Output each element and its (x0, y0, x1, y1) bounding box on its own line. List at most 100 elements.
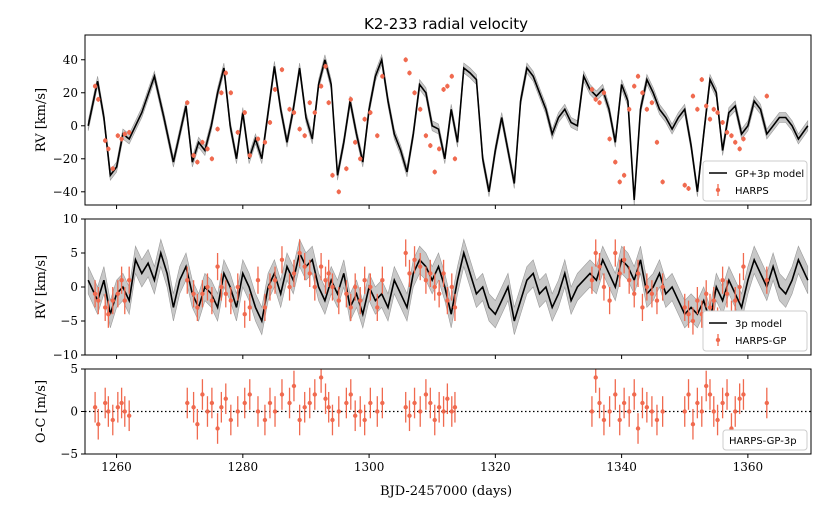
y-tick-label: 0 (70, 405, 78, 419)
data-point (695, 400, 700, 406)
panel-2: −10 −5 0 5 10 RV [km/s] 3p model HARPS-GP (34, 212, 812, 362)
data-point (617, 417, 622, 423)
data-point (103, 305, 108, 310)
data-point (312, 392, 317, 397)
data-point (711, 298, 716, 303)
data-point (640, 400, 645, 406)
data-point (323, 396, 328, 401)
data-point (279, 257, 285, 262)
data-point (724, 392, 730, 397)
data-point (348, 392, 353, 397)
data-point (235, 409, 240, 414)
data-point (626, 409, 632, 414)
data-point (262, 140, 268, 145)
data-point (348, 305, 353, 310)
data-point (593, 250, 598, 256)
data-point (106, 146, 111, 152)
data-point (380, 278, 385, 283)
data-point (195, 305, 200, 310)
data-point (267, 284, 273, 290)
data-point (593, 375, 598, 380)
data-point (640, 90, 645, 95)
data-point (312, 284, 317, 290)
data-point (362, 116, 367, 122)
data-point (126, 413, 132, 418)
y-tick-label: −10 (53, 348, 78, 362)
data-point (764, 400, 770, 406)
data-point (119, 136, 124, 142)
data-point (115, 405, 121, 410)
data-point (441, 409, 446, 414)
data-point (593, 97, 598, 102)
data-point (449, 74, 454, 79)
data-point (323, 64, 328, 69)
data-point (613, 250, 618, 256)
data-point (279, 67, 285, 72)
data-point (272, 278, 278, 283)
data-point (247, 153, 252, 158)
data-point (267, 120, 273, 125)
x-tick-label: 1280 (228, 460, 259, 474)
data-point (452, 405, 458, 410)
data-point (122, 409, 127, 414)
data-point (428, 271, 433, 276)
y-tick-label: −20 (53, 152, 78, 166)
data-point (110, 417, 115, 423)
panel-2-plot-area (87, 238, 809, 336)
data-point (318, 264, 324, 269)
data-point (228, 90, 234, 95)
data-point (223, 291, 228, 296)
data-point (209, 156, 215, 161)
data-point (126, 130, 132, 135)
data-point (423, 133, 429, 138)
data-point (597, 400, 602, 406)
data-point (640, 305, 645, 310)
data-point (597, 264, 602, 269)
data-point (428, 400, 433, 406)
data-point (715, 417, 720, 423)
data-point (589, 87, 595, 92)
data-point (336, 189, 341, 194)
legend-box (702, 310, 808, 352)
data-point (445, 396, 450, 401)
legend: GP+3p model HARPS (702, 160, 808, 202)
data-point (621, 257, 627, 262)
data-point (291, 110, 297, 115)
data-point (110, 166, 115, 171)
data-point (92, 405, 98, 410)
x-axis-label: BJD-2457000 (days) (380, 484, 512, 499)
data-point (654, 417, 660, 423)
data-point (699, 77, 704, 82)
data-point (707, 392, 713, 397)
data-point (423, 278, 429, 283)
data-point (607, 409, 612, 414)
data-point (407, 413, 412, 418)
legend: 3p model HARPS-GP (702, 310, 808, 352)
data-point (660, 284, 665, 290)
data-point (407, 271, 412, 276)
legend-box (722, 429, 808, 451)
data-point (185, 278, 190, 283)
data-point (449, 409, 454, 414)
data-point (649, 291, 655, 296)
data-point (654, 298, 660, 303)
data-point (428, 143, 433, 148)
data-point (682, 182, 687, 188)
data-point (432, 417, 437, 423)
data-point (418, 264, 423, 269)
data-point (215, 426, 220, 431)
data-point (626, 107, 632, 112)
data-point (635, 271, 641, 276)
data-point (635, 426, 641, 431)
chart-title: K2-233 radial velocity (364, 15, 528, 33)
data-point (200, 140, 205, 145)
model-line (87, 56, 809, 201)
data-point (733, 140, 738, 145)
data-point (613, 159, 618, 165)
data-point (368, 110, 373, 115)
data-point (660, 409, 665, 414)
legend-box (702, 160, 808, 202)
data-point (621, 400, 627, 406)
data-point (436, 291, 442, 296)
legend-point-swatch (715, 337, 721, 343)
